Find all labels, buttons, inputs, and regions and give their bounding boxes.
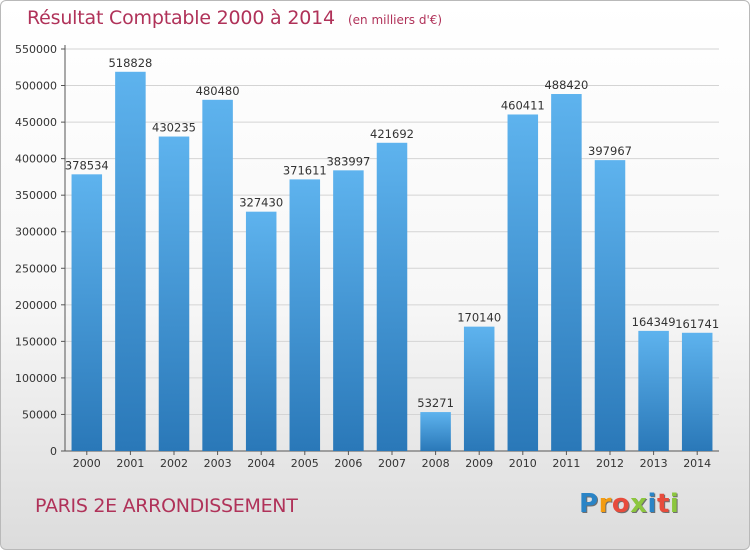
y-tick-label: 200000 bbox=[15, 299, 57, 312]
data-label: 518828 bbox=[108, 56, 152, 70]
chart-subtitle: (en milliers d'€) bbox=[347, 13, 443, 27]
bar bbox=[333, 170, 364, 451]
y-tick-label: 50000 bbox=[22, 408, 57, 421]
logo-letter: o bbox=[611, 489, 631, 519]
x-tick-label: 2007 bbox=[378, 457, 406, 470]
bar-chart: 0 50000 100000 150000 200000 250000 300000 3500… bbox=[15, 43, 719, 470]
bar bbox=[158, 136, 190, 451]
x-tick-label: 2014 bbox=[683, 457, 711, 470]
x-tick-label: 2006 bbox=[334, 457, 362, 470]
data-label: 383997 bbox=[326, 154, 370, 168]
x-tick-label: 2008 bbox=[422, 457, 450, 470]
data-label: 480480 bbox=[196, 84, 240, 98]
bar bbox=[463, 326, 495, 451]
x-tick-label: 2010 bbox=[509, 457, 537, 470]
data-label: 397967 bbox=[588, 144, 632, 158]
y-tick-label: 100000 bbox=[15, 372, 57, 385]
x-tick-label: 2012 bbox=[596, 457, 624, 470]
data-label: 170140 bbox=[457, 311, 501, 325]
y-tick-label: 500000 bbox=[15, 80, 57, 93]
x-tick-label: 2005 bbox=[291, 457, 319, 470]
logo-letter: i bbox=[669, 489, 680, 519]
x-tick-label: 2003 bbox=[204, 457, 232, 470]
data-label: 488420 bbox=[544, 78, 588, 92]
x-tick-label: 2001 bbox=[116, 457, 144, 470]
y-tick-label: 150000 bbox=[15, 335, 57, 348]
bar bbox=[115, 71, 146, 451]
logo-letter: t bbox=[656, 489, 670, 519]
data-label: 371611 bbox=[283, 163, 327, 177]
bar bbox=[245, 211, 277, 451]
bar bbox=[289, 179, 321, 451]
y-tick-label: 0 bbox=[50, 445, 57, 458]
commune-name: PARIS 2E ARRONDISSEMENT bbox=[35, 495, 298, 517]
chart-title: Résultat Comptable 2000 à 2014 bbox=[27, 7, 335, 29]
logo-letter: i bbox=[647, 489, 657, 519]
title-row: Résultat Comptable 2000 à 2014 (en milli… bbox=[27, 7, 442, 29]
x-tick-label: 2009 bbox=[465, 457, 493, 470]
y-tick-label: 450000 bbox=[15, 116, 57, 129]
bar bbox=[420, 412, 451, 451]
data-label: 430235 bbox=[152, 121, 196, 135]
bar bbox=[507, 114, 539, 451]
y-tick-label: 550000 bbox=[15, 43, 57, 56]
bar bbox=[681, 332, 713, 451]
logo-letter: r bbox=[598, 489, 612, 519]
data-label: 460411 bbox=[501, 98, 545, 112]
data-label: 164349 bbox=[632, 315, 676, 329]
logo-letter: x bbox=[630, 489, 648, 519]
proxiti-logo: Proxiti bbox=[579, 489, 679, 519]
data-label: 327430 bbox=[239, 196, 283, 210]
y-tick-label: 400000 bbox=[15, 153, 57, 166]
logo-letter: P bbox=[579, 489, 599, 519]
data-label: 53271 bbox=[417, 396, 454, 410]
data-label: 161741 bbox=[675, 317, 719, 331]
x-tick-label: 2011 bbox=[552, 457, 580, 470]
y-tick-label: 350000 bbox=[15, 189, 57, 202]
y-tick-label: 300000 bbox=[15, 226, 57, 239]
bar bbox=[594, 160, 626, 451]
x-tick-label: 2002 bbox=[160, 457, 188, 470]
x-tick-label: 2000 bbox=[73, 457, 101, 470]
data-label: 421692 bbox=[370, 127, 414, 141]
x-tick-label: 2004 bbox=[247, 457, 275, 470]
x-tick-label: 2013 bbox=[640, 457, 668, 470]
bar bbox=[202, 99, 233, 451]
bar bbox=[551, 94, 582, 451]
data-label: 378534 bbox=[65, 158, 109, 172]
bar bbox=[638, 330, 669, 451]
bar bbox=[376, 142, 408, 451]
y-tick-label: 250000 bbox=[15, 262, 57, 275]
bar bbox=[71, 174, 103, 452]
